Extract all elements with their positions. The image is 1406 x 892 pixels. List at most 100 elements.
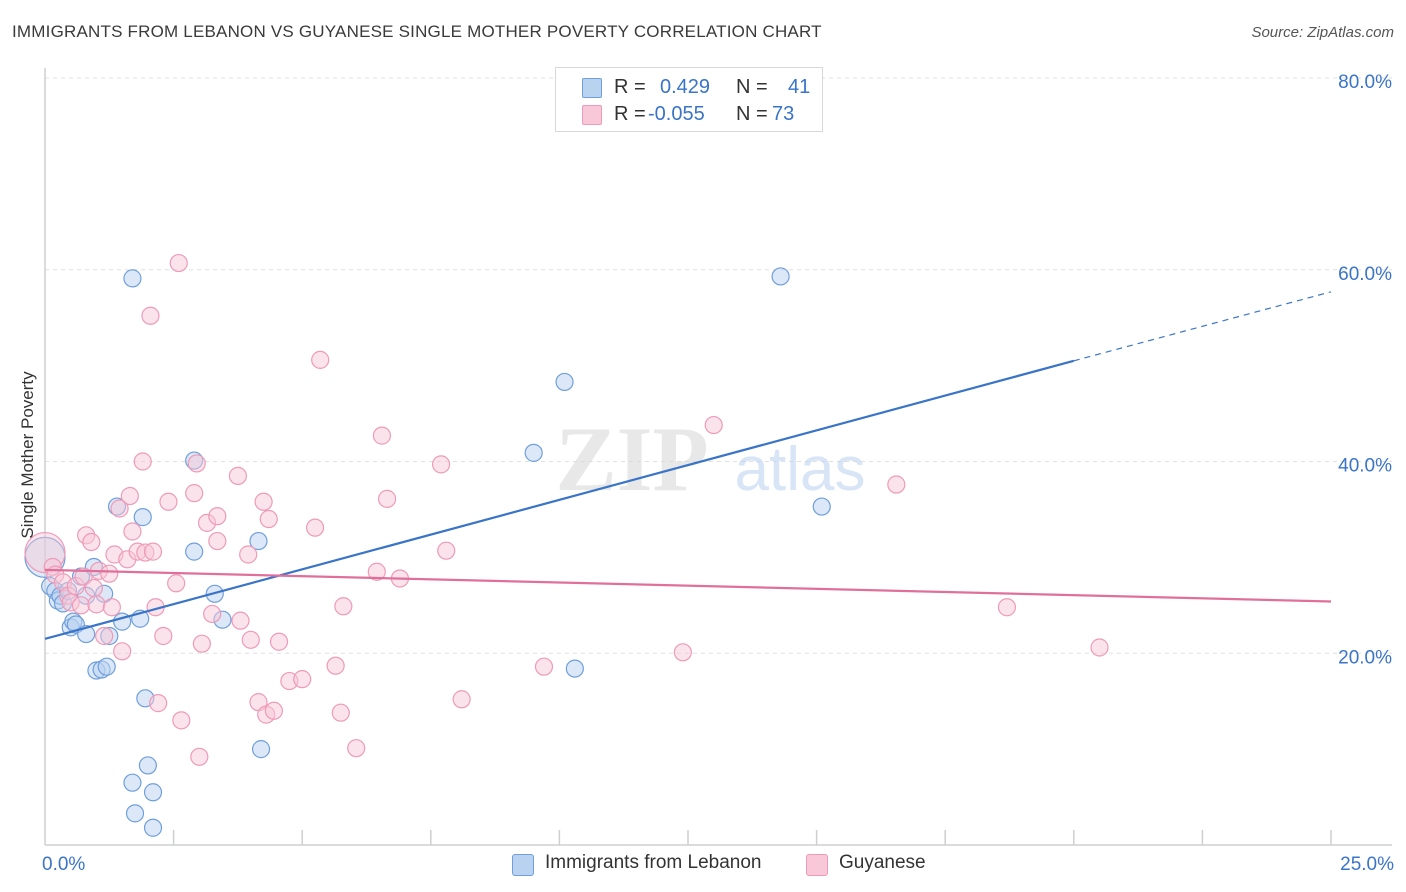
point-guyanese (143, 542, 163, 561)
trend-line-lebanon-extension (1073, 291, 1332, 362)
point-guyanese (264, 701, 284, 720)
point-guyanese (331, 703, 350, 722)
point-guyanese (159, 492, 178, 511)
axes (44, 68, 1392, 846)
point-guyanese (192, 634, 211, 653)
legend-row-guyanese: R = -0.055 N = 73 (556, 101, 822, 129)
point-lebanon (97, 657, 116, 676)
point-guyanese (84, 578, 103, 598)
legend-swatch-pink (806, 854, 828, 876)
point-guyanese (239, 545, 258, 564)
correlation-legend: R = 0.429 N = 41 R = -0.055 N = 73 (555, 67, 823, 132)
point-guyanese (372, 426, 392, 445)
point-guyanese (154, 626, 173, 646)
watermark-atlas: atlas (735, 435, 866, 504)
point-lebanon (524, 443, 543, 462)
point-guyanese (149, 694, 168, 713)
tick-labels: 20.0% 40.0% 60.0% 80.0% 0.0% 25.0% (42, 72, 1394, 875)
legend-n-value: 73 (772, 103, 795, 125)
legend-swatch-pink (582, 105, 602, 125)
x-tick-label: 0.0% (42, 854, 85, 875)
point-guyanese (704, 415, 723, 435)
point-guyanese (231, 611, 250, 630)
point-lebanon (123, 773, 142, 792)
legend-label: Immigrants from Lebanon (545, 852, 762, 873)
legend-label: Guyanese (839, 852, 926, 873)
point-guyanese (187, 454, 206, 473)
point-lebanon (143, 783, 163, 802)
point-lebanon (123, 269, 142, 288)
point-guyanese (997, 598, 1017, 617)
legend-r-value: 0.429 (660, 76, 711, 98)
point-lebanon (133, 508, 152, 527)
legend-n-label: N = (736, 103, 768, 125)
point-lebanon (251, 740, 271, 759)
point-guyanese (887, 475, 906, 494)
point-guyanese (311, 350, 330, 369)
point-guyanese (133, 452, 152, 471)
legend-swatch-blue (582, 78, 602, 98)
legend-swatch-blue (512, 854, 534, 876)
trend-line-lebanon (44, 359, 1075, 640)
point-guyanese (100, 564, 119, 583)
point-guyanese (377, 489, 397, 508)
point-lebanon (555, 372, 574, 392)
point-guyanese (228, 466, 247, 485)
point-guyanese (172, 711, 191, 730)
legend-n-value: 41 (788, 76, 811, 98)
point-guyanese (305, 518, 325, 537)
point-guyanese (123, 522, 142, 541)
point-lebanon (812, 497, 831, 516)
data-points (24, 253, 1109, 837)
y-tick-label: 40.0% (1338, 456, 1392, 477)
point-lebanon (138, 756, 157, 775)
point-guyanese (534, 657, 554, 676)
gridlines (45, 77, 1392, 654)
point-guyanese (102, 598, 121, 617)
point-guyanese (293, 670, 312, 689)
chart-title: IMMIGRANTS FROM LEBANON VS GUYANESE SING… (12, 22, 822, 41)
trend-line-guyanese (44, 568, 1332, 603)
point-guyanese (452, 690, 471, 709)
point-guyanese (113, 642, 132, 661)
y-tick-label: 80.0% (1338, 72, 1392, 93)
point-guyanese (167, 574, 186, 593)
point-lebanon (125, 804, 145, 823)
legend-r-label: R = (614, 76, 646, 98)
y-axis-label: Single Mother Poverty (18, 371, 37, 539)
point-guyanese (120, 486, 139, 506)
y-tick-label: 20.0% (1338, 647, 1392, 668)
point-guyanese (190, 747, 209, 766)
point-guyanese (208, 531, 227, 551)
point-guyanese (367, 562, 386, 581)
y-tick-label: 60.0% (1338, 264, 1392, 285)
point-guyanese (347, 739, 366, 758)
point-guyanese (1090, 638, 1109, 657)
point-guyanese (259, 509, 278, 529)
point-lebanon (143, 818, 163, 837)
legend-n-label: N = (736, 76, 768, 98)
point-guyanese (326, 656, 345, 675)
point-guyanese (185, 484, 204, 503)
legend-row-lebanon: R = 0.429 N = 41 (556, 74, 822, 102)
legend-r-label: R = (614, 103, 646, 125)
trend-lines (44, 291, 1332, 640)
point-guyanese (431, 455, 451, 474)
point-guyanese (95, 626, 114, 646)
point-guyanese (110, 499, 129, 518)
point-guyanese (437, 541, 456, 560)
point-guyanese (82, 532, 101, 552)
point-guyanese (203, 604, 222, 624)
point-guyanese (208, 507, 227, 526)
point-guyanese (241, 630, 260, 649)
point-guyanese (141, 306, 160, 325)
source-label: Source: ZipAtlas.com (1251, 24, 1394, 41)
point-lebanon (771, 267, 790, 286)
point-guyanese (334, 597, 353, 616)
point-guyanese (87, 595, 106, 614)
legend-r-value: -0.055 (648, 103, 705, 125)
point-lebanon (249, 531, 268, 551)
x-tick-label: 25.0% (1340, 854, 1394, 875)
point-lebanon (565, 659, 584, 678)
